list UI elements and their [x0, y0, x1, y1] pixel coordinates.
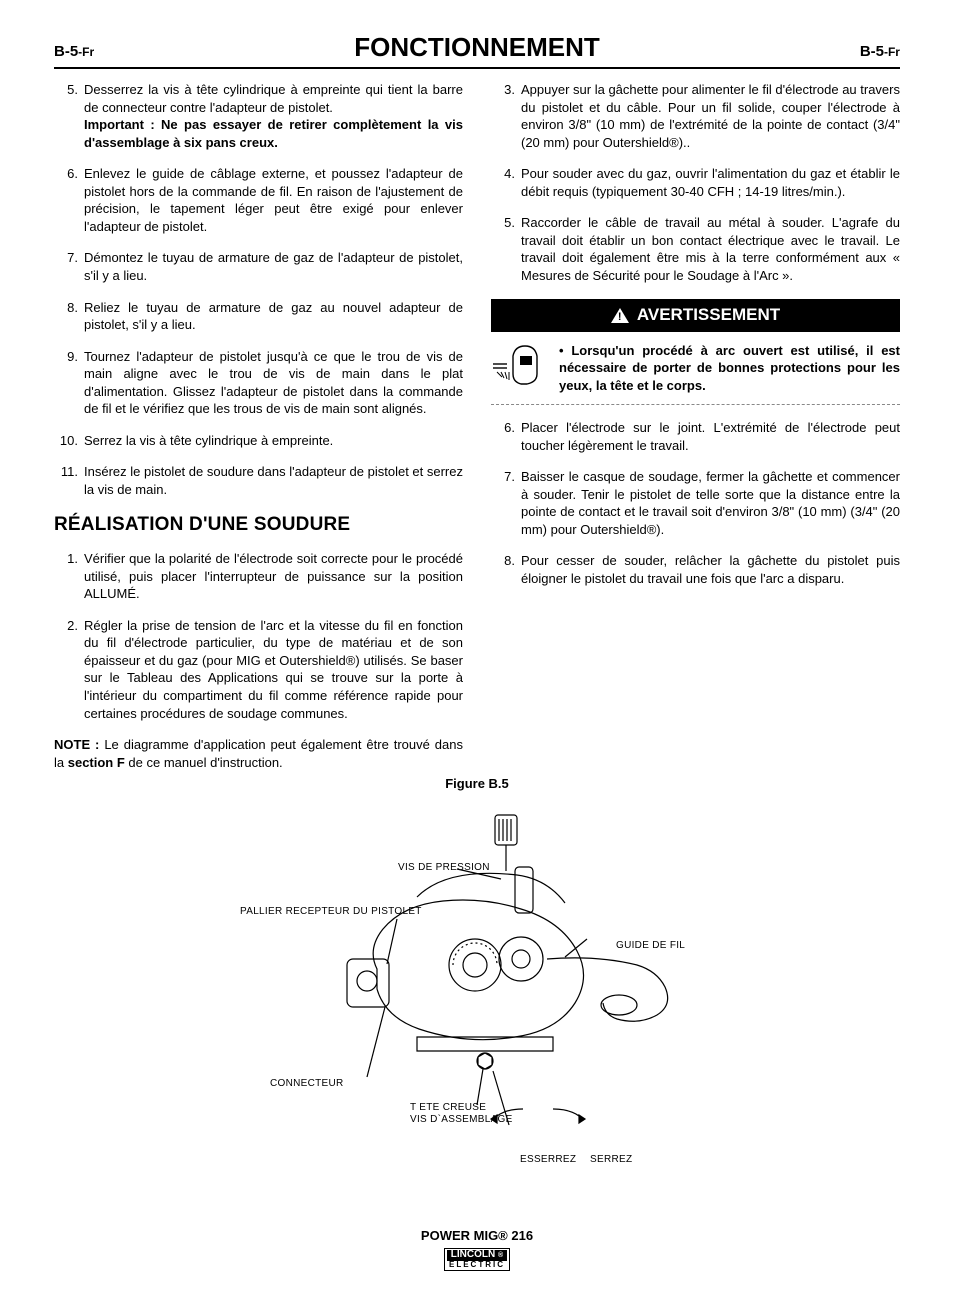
- step-text: Reliez le tuyau de armature de gaz au no…: [84, 299, 463, 334]
- step-number: 4.: [491, 165, 515, 200]
- note-bold: section F: [68, 755, 125, 770]
- code-prefix: B-5: [860, 43, 884, 60]
- step-text: Appuyer sur la gâchette pour alimenter l…: [521, 81, 900, 151]
- warning-title: AVERTISSEMENT: [637, 304, 780, 327]
- label-esserrez: ESSERREZ: [520, 1153, 576, 1167]
- step-text: Tournez l'adapteur de pistolet jusqu'à c…: [84, 348, 463, 418]
- code-suffix: -Fr: [884, 45, 900, 59]
- step-text: Enlevez le guide de câblage externe, et …: [84, 165, 463, 235]
- note-paragraph: NOTE : Le diagramme d'application peut é…: [54, 736, 463, 771]
- step-number: 1.: [54, 550, 78, 603]
- product-name: POWER MIG® 216: [54, 1227, 900, 1245]
- left-column: 5.Desserrez la vis à tête cylindrique à …: [54, 81, 463, 771]
- step-number: 5.: [491, 214, 515, 284]
- lincoln-electric-logo: LINCOLN ® ELECTRIC: [444, 1248, 510, 1271]
- step-item: 7.Baisser le casque de soudage, fermer l…: [491, 468, 900, 538]
- figure-b5: VIS DE PRESSION PALLIER RECEPTEUR DU PIS…: [54, 799, 900, 1219]
- step-item: 3.Appuyer sur la gâchette pour alimenter…: [491, 81, 900, 151]
- note-prefix: NOTE :: [54, 737, 99, 752]
- step-number: 8.: [491, 552, 515, 587]
- label-vis-assemblage: VIS D`ASSEMBLAGE: [410, 1113, 513, 1127]
- step-number: 7.: [491, 468, 515, 538]
- code-prefix: B-5: [54, 43, 78, 60]
- figure-title: Figure B.5: [54, 775, 900, 793]
- page-footer: POWER MIG® 216 LINCOLN ® ELECTRIC: [54, 1227, 900, 1272]
- label-serrez: SERREZ: [590, 1153, 632, 1167]
- warning-bar: AVERTISSEMENT: [491, 299, 900, 332]
- step-number: 9.: [54, 348, 78, 418]
- step-number: 8.: [54, 299, 78, 334]
- step-item: 6.Placer l'électrode sur le joint. L'ext…: [491, 419, 900, 454]
- step-text: Pour souder avec du gaz, ouvrir l'alimen…: [521, 165, 900, 200]
- step-text: Démontez le tuyau de armature de gaz de …: [84, 249, 463, 284]
- step-item: 8.Reliez le tuyau de armature de gaz au …: [54, 299, 463, 334]
- step-item: 8.Pour cesser de souder, relâcher la gâc…: [491, 552, 900, 587]
- step-number: 6.: [491, 419, 515, 454]
- section-heading: RÉALISATION D'UNE SOUDURE: [54, 512, 463, 538]
- left-steps-1: 5.Desserrez la vis à tête cylindrique à …: [54, 81, 463, 498]
- right-steps-2: 6.Placer l'électrode sur le joint. L'ext…: [491, 419, 900, 587]
- step-text: Serrez la vis à tête cylindrique à empre…: [84, 432, 463, 450]
- step-item: 2.Régler la prise de tension de l'arc et…: [54, 617, 463, 722]
- logo-bottom: ELECTRIC: [447, 1260, 507, 1269]
- step-number: 2.: [54, 617, 78, 722]
- step-item: 10. Serrez la vis à tête cylindrique à em…: [54, 432, 463, 450]
- step-number: 11.: [54, 463, 78, 498]
- page-title: FONCTIONNEMENT: [354, 30, 600, 65]
- step-item: 6.Enlevez le guide de câblage externe, e…: [54, 165, 463, 235]
- step-number: 3.: [491, 81, 515, 151]
- step-item: 7.Démontez le tuyau de armature de gaz d…: [54, 249, 463, 284]
- welding-helmet-icon: [491, 342, 549, 388]
- step-text: Vérifier que la polarité de l'électrode …: [84, 550, 463, 603]
- step-text: Baisser le casque de soudage, fermer la …: [521, 468, 900, 538]
- logo-top: LINCOLN: [451, 1249, 495, 1260]
- step-number: 7.: [54, 249, 78, 284]
- step-item: 5.Desserrez la vis à tête cylindrique à …: [54, 81, 463, 151]
- right-steps-1: 3.Appuyer sur la gâchette pour alimenter…: [491, 81, 900, 284]
- step-important: Important : Ne pas essayer de retirer co…: [84, 117, 463, 150]
- step-number: 5.: [54, 81, 78, 151]
- step-item: 9.Tournez l'adapteur de pistolet jusqu'à…: [54, 348, 463, 418]
- step-number: 6.: [54, 165, 78, 235]
- step-text: Régler la prise de tension de l'arc et l…: [84, 617, 463, 722]
- page-code-left: B-5-Fr: [54, 42, 94, 62]
- label-vis-pression: VIS DE PRESSION: [398, 861, 490, 875]
- step-text: Pour cesser de souder, relâcher la gâche…: [521, 552, 900, 587]
- warning-text: • Lorsqu'un procédé à arc ouvert est uti…: [559, 342, 900, 395]
- step-item: 1.Vérifier que la polarité de l'électrod…: [54, 550, 463, 603]
- step-item: 5.Raccorder le câble de travail au métal…: [491, 214, 900, 284]
- left-steps-2: 1.Vérifier que la polarité de l'électrod…: [54, 550, 463, 722]
- warning-body: • Lorsqu'un procédé à arc ouvert est uti…: [491, 342, 900, 395]
- label-guide-fil: GUIDE DE FIL: [616, 939, 685, 953]
- page-code-right: B-5-Fr: [860, 42, 900, 62]
- page-header: B-5-Fr FONCTIONNEMENT B-5-Fr: [54, 30, 900, 69]
- step-number: 10.: [54, 432, 78, 450]
- step-text: Desserrez la vis à tête cylindrique à em…: [84, 81, 463, 151]
- note-text-2: de ce manuel d'instruction.: [125, 755, 283, 770]
- step-text: Raccorder le câble de travail au métal à…: [521, 214, 900, 284]
- code-suffix: -Fr: [78, 45, 94, 59]
- dashed-divider: [491, 404, 900, 405]
- label-connecteur: CONNECTEUR: [270, 1077, 344, 1091]
- right-column: 3.Appuyer sur la gâchette pour alimenter…: [491, 81, 900, 771]
- step-item: 4.Pour souder avec du gaz, ouvrir l'alim…: [491, 165, 900, 200]
- content-columns: 5.Desserrez la vis à tête cylindrique à …: [54, 81, 900, 771]
- step-item: 11.Insérez le pistolet de soudure dans l…: [54, 463, 463, 498]
- label-pallier: PALLIER RECEPTEUR DU PISTOLET: [240, 905, 422, 919]
- warning-triangle-icon: [611, 308, 629, 323]
- step-text: Insérez le pistolet de soudure dans l'ad…: [84, 463, 463, 498]
- step-text: Placer l'électrode sur le joint. L'extré…: [521, 419, 900, 454]
